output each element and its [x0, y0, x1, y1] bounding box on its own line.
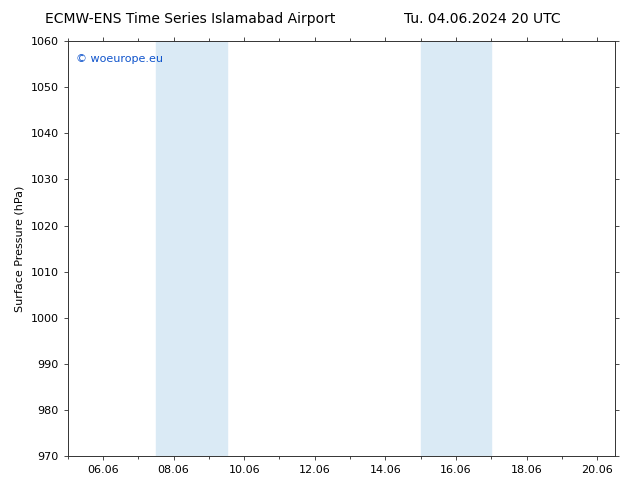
Bar — [421, 41, 491, 456]
Text: ECMW-ENS Time Series Islamabad Airport: ECMW-ENS Time Series Islamabad Airport — [45, 12, 335, 26]
Text: Tu. 04.06.2024 20 UTC: Tu. 04.06.2024 20 UTC — [403, 12, 560, 26]
Bar — [156, 41, 226, 456]
Y-axis label: Surface Pressure (hPa): Surface Pressure (hPa) — [15, 185, 25, 312]
Text: © woeurope.eu: © woeurope.eu — [76, 54, 163, 64]
